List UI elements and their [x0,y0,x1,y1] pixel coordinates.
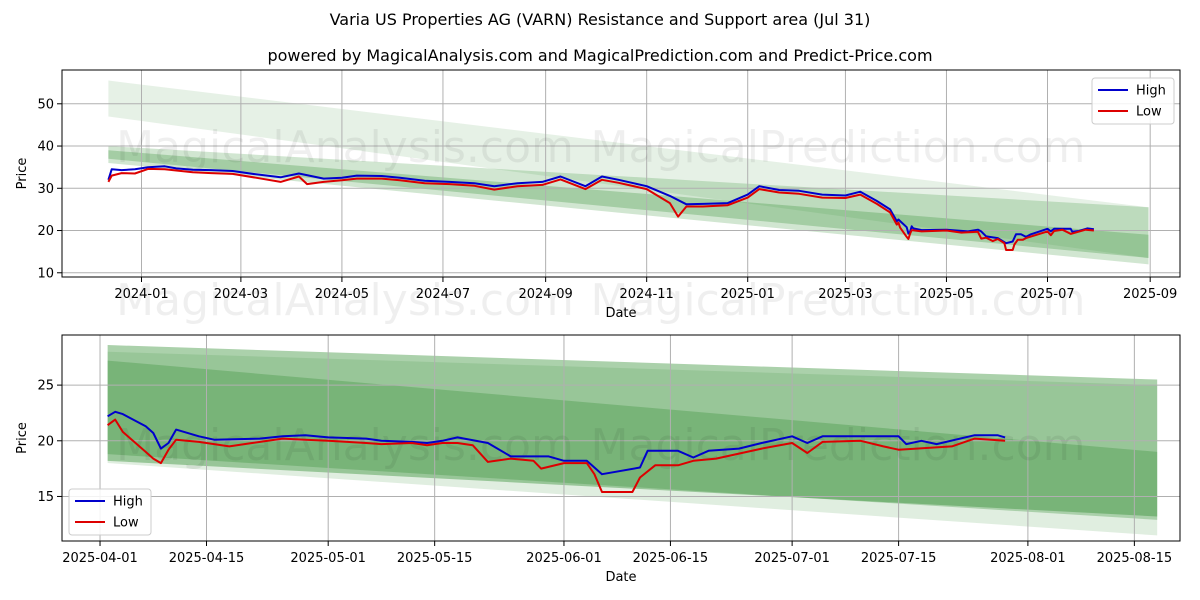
y-tick-label: 25 [37,379,54,394]
watermark: MagicalAnalysis.com [116,420,574,471]
x-tick-label: 2025-05-01 [290,551,366,566]
x-tick-label: 2025-01 [721,287,775,302]
resistance-support-band [107,345,1158,517]
x-tick-label: 2025-04-01 [62,551,138,566]
x-tick-label: 2024-11 [620,287,674,302]
watermark: MagicalPrediction.com [591,420,1086,471]
y-axis-label: Price [15,422,30,454]
series-line-low [107,418,1006,493]
x-tick-label: 2025-08-01 [990,551,1066,566]
y-tick-label: 40 [37,140,54,155]
legend-label-low: Low [1136,105,1162,120]
x-tick-label: 2025-03 [818,287,872,302]
x-tick-label: 2025-09 [1123,287,1177,302]
x-tick-label: 2025-07-15 [861,551,937,566]
series-line-high [107,165,1095,245]
watermark: MagicalAnalysis.com [116,275,574,326]
chart-subtitle: powered by MagicalAnalysis.com and Magic… [267,46,933,65]
y-tick-label: 15 [37,490,54,505]
resistance-support-band [108,150,1149,258]
x-tick-label: 2025-08-15 [1097,551,1173,566]
watermark: MagicalAnalysis.com [116,122,574,173]
x-axis-label: Date [605,570,636,585]
resistance-support-band [107,351,1158,536]
watermark: MagicalPrediction.com [591,122,1086,173]
x-tick-label: 2025-06-01 [526,551,602,566]
x-tick-label: 2025-05 [919,287,973,302]
watermark: MagicalPrediction.com [591,275,1086,326]
resistance-support-band [107,360,1158,520]
chart-panel-1: 2024-01 2024-03 2024-05 2024-07 2024-09 2024-… [15,69,1181,326]
legend-label-high: High [113,495,143,510]
legend-label-high: High [1136,84,1166,99]
legend: High Low [1091,77,1175,125]
x-tick-label: 2025-07 [1020,287,1074,302]
x-tick-label: 2025-07-01 [754,551,830,566]
x-axis-label: Date [605,306,636,321]
x-tick-label: 2025-05-15 [397,551,473,566]
plot-frame [61,69,1181,278]
x-tick-label: 2024-05 [315,287,369,302]
chart-title: Varia US Properties AG (VARN) Resistance… [329,10,871,29]
legend-label-low: Low [113,516,139,531]
series-line-high [107,410,1006,476]
plot-frame [61,334,1181,542]
y-tick-label: 10 [37,266,54,281]
x-tick-label: 2025-06-15 [633,551,709,566]
x-tick-label: 2024-09 [518,287,572,302]
resistance-support-band [108,80,1149,258]
legend: High Low [68,488,152,536]
y-axis-label: Price [15,158,30,190]
x-tick-label: 2024-03 [214,287,268,302]
x-tick-label: 2024-07 [416,287,470,302]
y-tick-label: 20 [37,224,54,239]
x-tick-label: 2025-04-15 [169,551,245,566]
x-tick-label: 2024-01 [114,287,168,302]
series-line-low [107,167,1094,251]
y-tick-label: 50 [37,97,54,112]
y-tick-label: 20 [37,434,54,449]
chart-panel-2: 2025-04-01 2025-04-15 2025-05-01 2025-05-15… [15,334,1181,585]
y-tick-label: 30 [37,182,54,197]
